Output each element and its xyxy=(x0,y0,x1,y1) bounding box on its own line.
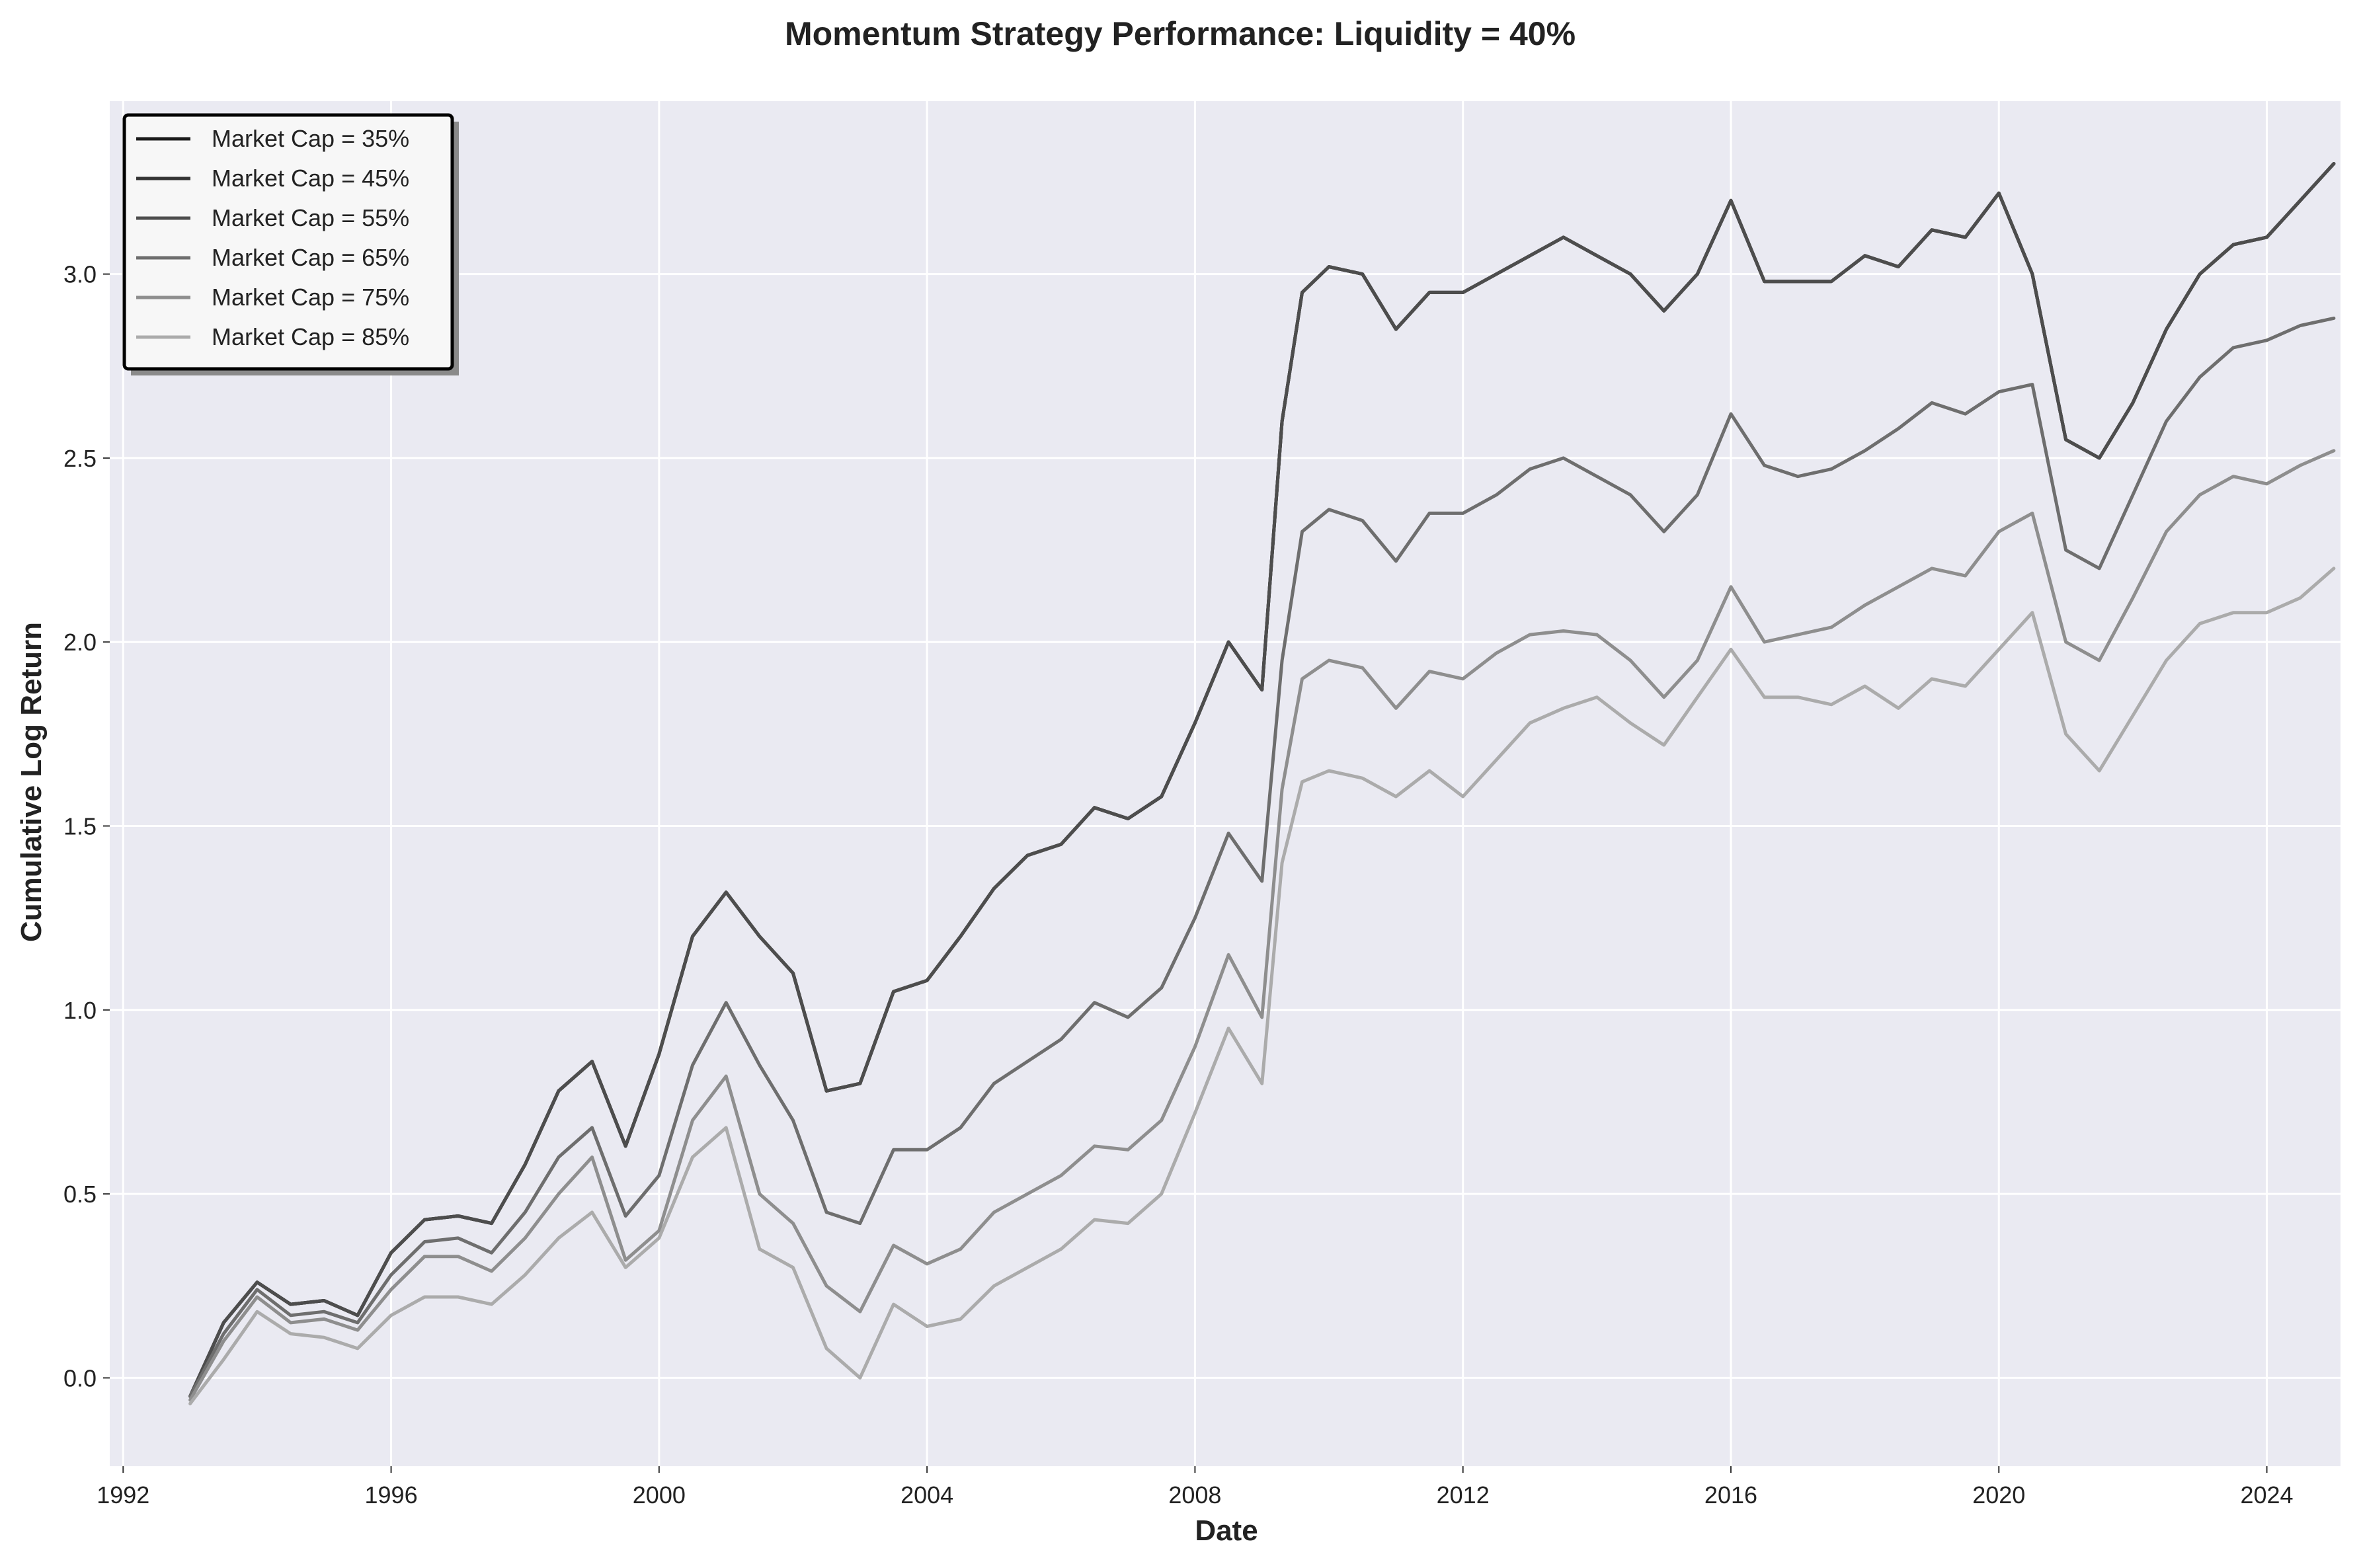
y-tick-label: 1.5 xyxy=(63,813,97,840)
x-tick-label: 2012 xyxy=(1437,1481,1490,1509)
legend-label: Market Cap = 85% xyxy=(212,323,409,350)
series-line-4 xyxy=(188,316,2336,1398)
x-tick-label: 1996 xyxy=(365,1481,418,1509)
x-tick-label: 2020 xyxy=(1972,1481,2025,1509)
legend-label: Market Cap = 75% xyxy=(212,284,409,311)
y-tick-label: 0.0 xyxy=(63,1364,97,1392)
x-tick-label: 2000 xyxy=(633,1481,686,1509)
legend-box xyxy=(122,113,454,371)
series-layer xyxy=(188,162,2336,1405)
y-tick-label: 3.0 xyxy=(63,261,97,288)
x-tick-label: 1992 xyxy=(97,1481,149,1509)
legend-label: Market Cap = 45% xyxy=(212,165,409,192)
grid-layer xyxy=(110,101,2341,1466)
legend-label: Market Cap = 55% xyxy=(212,204,409,231)
x-tick-label: 2016 xyxy=(1704,1481,1757,1509)
x-axis-label: Date xyxy=(1195,1514,1258,1547)
legend-label: Market Cap = 35% xyxy=(212,125,409,152)
chart-title: Momentum Strategy Performance: Liquidity… xyxy=(785,15,1576,52)
y-tick-label: 0.5 xyxy=(63,1181,97,1208)
legend: Market Cap = 35% Market Cap = 45% Market C… xyxy=(122,113,459,375)
y-tick-label: 2.5 xyxy=(63,445,97,472)
legend-label: Market Cap = 65% xyxy=(212,244,409,271)
series-line-5 xyxy=(188,449,2336,1402)
x-tick-label: 2024 xyxy=(2240,1481,2293,1509)
series-line-6 xyxy=(188,567,2336,1405)
x-tick-label: 2008 xyxy=(1168,1481,1221,1509)
y-axis-ticks: 0.0 0.5 1.0 1.5 2.0 2.5 3.0 xyxy=(63,261,110,1392)
y-tick-label: 1.0 xyxy=(63,997,97,1024)
x-axis-ticks: 1992 1996 2000 2004 2008 2012 2016 2020 2024 xyxy=(97,1466,2294,1509)
series-line-3 xyxy=(188,162,2336,1398)
y-axis-label: Cumulative Log Return xyxy=(15,622,48,942)
y-tick-label: 2.0 xyxy=(63,629,97,656)
x-tick-label: 2004 xyxy=(900,1481,953,1509)
plot-area xyxy=(110,101,2341,1466)
